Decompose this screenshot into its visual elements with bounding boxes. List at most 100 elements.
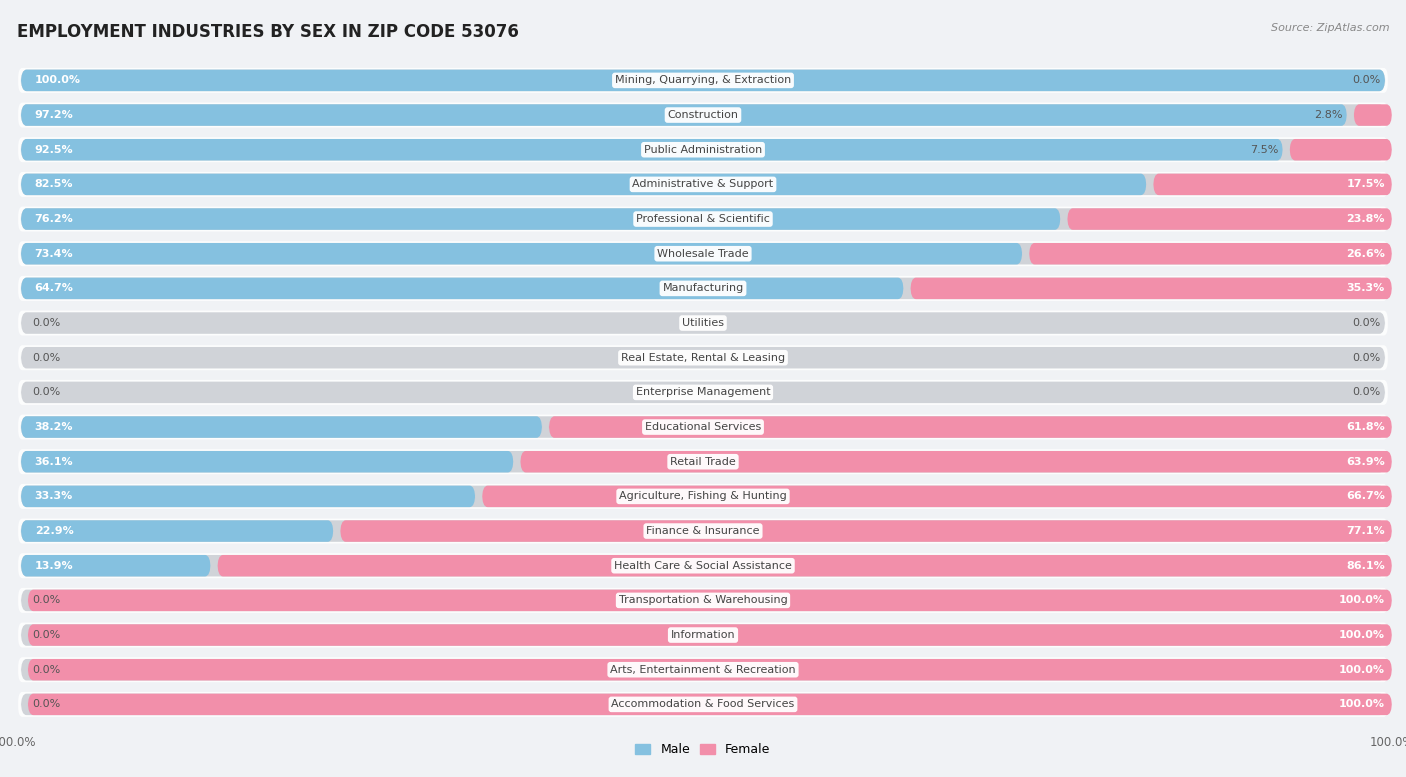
FancyBboxPatch shape (21, 104, 1347, 126)
FancyBboxPatch shape (18, 518, 1388, 544)
Text: 86.1%: 86.1% (1347, 561, 1385, 571)
Text: 26.6%: 26.6% (1346, 249, 1385, 259)
FancyBboxPatch shape (18, 380, 1388, 405)
Text: 100.0%: 100.0% (1339, 630, 1385, 640)
FancyBboxPatch shape (28, 590, 1392, 611)
FancyBboxPatch shape (18, 449, 1388, 474)
Text: Mining, Quarrying, & Extraction: Mining, Quarrying, & Extraction (614, 75, 792, 85)
FancyBboxPatch shape (21, 208, 1060, 230)
Text: Health Care & Social Assistance: Health Care & Social Assistance (614, 561, 792, 571)
Text: 64.7%: 64.7% (35, 284, 73, 294)
FancyBboxPatch shape (18, 692, 1388, 717)
FancyBboxPatch shape (21, 347, 1385, 368)
Text: 63.9%: 63.9% (1347, 457, 1385, 467)
FancyBboxPatch shape (21, 104, 1385, 126)
FancyBboxPatch shape (340, 521, 1392, 542)
FancyBboxPatch shape (21, 624, 1385, 646)
Text: 92.5%: 92.5% (35, 145, 73, 155)
FancyBboxPatch shape (520, 451, 1392, 472)
Text: Agriculture, Fishing & Hunting: Agriculture, Fishing & Hunting (619, 491, 787, 501)
FancyBboxPatch shape (18, 553, 1388, 578)
Text: Retail Trade: Retail Trade (671, 457, 735, 467)
FancyBboxPatch shape (21, 590, 1385, 611)
FancyBboxPatch shape (21, 277, 904, 299)
FancyBboxPatch shape (21, 521, 1385, 542)
Text: 0.0%: 0.0% (32, 595, 60, 605)
FancyBboxPatch shape (21, 139, 1385, 161)
Text: 61.8%: 61.8% (1347, 422, 1385, 432)
FancyBboxPatch shape (1153, 173, 1392, 195)
FancyBboxPatch shape (21, 451, 513, 472)
FancyBboxPatch shape (21, 555, 211, 577)
FancyBboxPatch shape (21, 486, 1385, 507)
FancyBboxPatch shape (18, 241, 1388, 267)
Text: 36.1%: 36.1% (35, 457, 73, 467)
Text: 33.3%: 33.3% (35, 491, 73, 501)
Text: 7.5%: 7.5% (1250, 145, 1278, 155)
FancyBboxPatch shape (18, 68, 1388, 93)
Legend: Male, Female: Male, Female (630, 738, 776, 761)
FancyBboxPatch shape (21, 70, 1385, 91)
Text: 82.5%: 82.5% (35, 179, 73, 190)
Text: 0.0%: 0.0% (32, 388, 60, 397)
FancyBboxPatch shape (1067, 208, 1392, 230)
Text: Transportation & Warehousing: Transportation & Warehousing (619, 595, 787, 605)
FancyBboxPatch shape (1354, 104, 1392, 126)
Text: Wholesale Trade: Wholesale Trade (657, 249, 749, 259)
FancyBboxPatch shape (21, 208, 1385, 230)
FancyBboxPatch shape (21, 139, 1282, 161)
Text: Administrative & Support: Administrative & Support (633, 179, 773, 190)
FancyBboxPatch shape (21, 382, 1385, 403)
FancyBboxPatch shape (21, 659, 1385, 681)
Text: 100.0%: 100.0% (1339, 595, 1385, 605)
FancyBboxPatch shape (21, 521, 333, 542)
FancyBboxPatch shape (18, 311, 1388, 336)
FancyBboxPatch shape (18, 484, 1388, 509)
FancyBboxPatch shape (21, 416, 543, 437)
FancyBboxPatch shape (18, 138, 1388, 162)
FancyBboxPatch shape (21, 173, 1146, 195)
FancyBboxPatch shape (548, 416, 1392, 437)
Text: 13.9%: 13.9% (35, 561, 73, 571)
Text: Finance & Insurance: Finance & Insurance (647, 526, 759, 536)
Text: 0.0%: 0.0% (32, 630, 60, 640)
Text: 0.0%: 0.0% (1353, 353, 1381, 363)
Text: 22.9%: 22.9% (35, 526, 73, 536)
Text: Information: Information (671, 630, 735, 640)
Text: Manufacturing: Manufacturing (662, 284, 744, 294)
Text: Construction: Construction (668, 110, 738, 120)
FancyBboxPatch shape (21, 277, 1385, 299)
Text: 38.2%: 38.2% (35, 422, 73, 432)
Text: 17.5%: 17.5% (1347, 179, 1385, 190)
Text: 100.0%: 100.0% (35, 75, 80, 85)
Text: 2.8%: 2.8% (1315, 110, 1343, 120)
Text: 0.0%: 0.0% (32, 664, 60, 674)
FancyBboxPatch shape (21, 555, 1385, 577)
FancyBboxPatch shape (911, 277, 1392, 299)
FancyBboxPatch shape (18, 103, 1388, 127)
Text: 23.8%: 23.8% (1347, 214, 1385, 224)
Text: Utilities: Utilities (682, 318, 724, 328)
FancyBboxPatch shape (21, 486, 475, 507)
FancyBboxPatch shape (21, 243, 1022, 264)
FancyBboxPatch shape (21, 694, 1385, 715)
Text: 0.0%: 0.0% (1353, 388, 1381, 397)
Text: Accommodation & Food Services: Accommodation & Food Services (612, 699, 794, 709)
Text: 97.2%: 97.2% (35, 110, 73, 120)
Text: Professional & Scientific: Professional & Scientific (636, 214, 770, 224)
Text: 35.3%: 35.3% (1347, 284, 1385, 294)
Text: Real Estate, Rental & Leasing: Real Estate, Rental & Leasing (621, 353, 785, 363)
FancyBboxPatch shape (21, 451, 1385, 472)
FancyBboxPatch shape (18, 622, 1388, 647)
FancyBboxPatch shape (18, 588, 1388, 613)
Text: Public Administration: Public Administration (644, 145, 762, 155)
Text: EMPLOYMENT INDUSTRIES BY SEX IN ZIP CODE 53076: EMPLOYMENT INDUSTRIES BY SEX IN ZIP CODE… (17, 23, 519, 41)
Text: Arts, Entertainment & Recreation: Arts, Entertainment & Recreation (610, 664, 796, 674)
Text: 76.2%: 76.2% (35, 214, 73, 224)
FancyBboxPatch shape (21, 70, 1385, 91)
Text: 0.0%: 0.0% (32, 353, 60, 363)
FancyBboxPatch shape (18, 345, 1388, 370)
FancyBboxPatch shape (21, 173, 1385, 195)
FancyBboxPatch shape (18, 415, 1388, 440)
Text: 77.1%: 77.1% (1347, 526, 1385, 536)
